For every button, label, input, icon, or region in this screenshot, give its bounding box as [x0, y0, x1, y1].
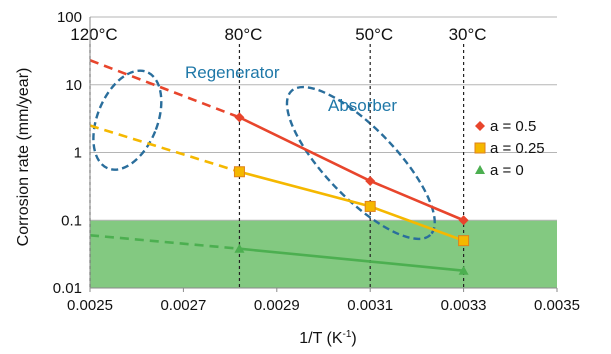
- safe-zone-band: [90, 220, 557, 288]
- x-tick-label: 0.0031: [347, 297, 393, 314]
- legend-label: a = 0.5: [490, 118, 536, 135]
- data-point-triangle: [234, 243, 245, 253]
- temperature-label: 80°C: [224, 25, 262, 44]
- y-tick-label: 100: [57, 9, 82, 26]
- x-axis-title-superscript: -1: [343, 329, 352, 340]
- data-point-diamond: [475, 121, 485, 131]
- series-extrapolated-line: [89, 124, 240, 173]
- data-point-diamond: [458, 215, 469, 226]
- data-point-triangle: [458, 265, 469, 275]
- x-tick-label: 0.0027: [160, 297, 206, 314]
- y-tick-label: 0.1: [61, 212, 82, 229]
- temperature-label: 120°C: [70, 25, 117, 44]
- series-measured-line: [238, 116, 465, 222]
- temperature-label: 30°C: [449, 25, 487, 44]
- data-point-diamond: [365, 175, 376, 186]
- legend-label: a = 0: [490, 162, 524, 179]
- x-axis-title: 1/T (K-1): [299, 329, 357, 347]
- y-tick-label: 1: [74, 145, 82, 162]
- legend-label: a = 0.25: [490, 140, 545, 157]
- regenerator-ellipse: [92, 69, 163, 171]
- temperature-label: 50°C: [355, 25, 393, 44]
- y-tick-label: 10: [65, 77, 82, 94]
- data-point-triangle: [475, 165, 485, 174]
- x-tick-label: 0.0033: [441, 297, 487, 314]
- x-axis-title-close: ): [351, 330, 356, 347]
- series-measured-line: [239, 247, 464, 272]
- data-point-square: [233, 166, 245, 178]
- absorber-label: Absorber: [328, 96, 397, 115]
- data-point-square: [474, 142, 486, 154]
- y-tick-label: 0.01: [53, 280, 82, 297]
- x-tick-label: 0.0035: [534, 297, 580, 314]
- data-point-square: [458, 235, 470, 247]
- data-point-square: [364, 200, 376, 212]
- x-tick-label: 0.0025: [67, 297, 113, 314]
- data-point-diamond: [234, 112, 245, 123]
- x-axis-title-text: 1/T (K: [299, 330, 343, 347]
- y-axis-title: Corrosion rate (mm/year): [15, 68, 32, 247]
- regenerator-label: Regenerator: [185, 63, 280, 82]
- x-tick-label: 0.0029: [254, 297, 300, 314]
- series-extrapolated-line: [89, 233, 240, 251]
- series-extrapolated-line: [89, 59, 240, 119]
